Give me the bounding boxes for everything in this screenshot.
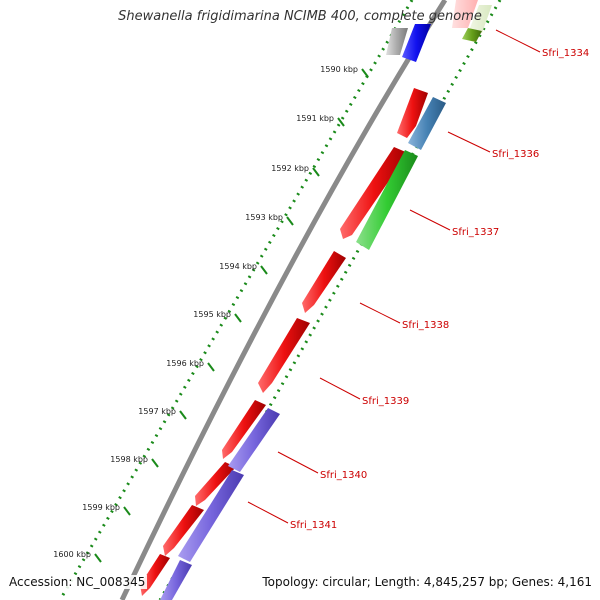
gene-feature-grey[interactable] (386, 28, 408, 55)
gene-feature-red-7[interactable] (163, 505, 204, 556)
scale-label: 1594 kbp (219, 262, 257, 271)
gene-label-leader (247, 501, 289, 524)
scale-label: 1600 kbp (53, 550, 91, 559)
inner-tick-track (158, 0, 502, 600)
gene-label-leader (359, 302, 401, 324)
scale-tick (179, 410, 187, 420)
scale-tick (361, 68, 369, 78)
gene-feature-purple-3[interactable] (160, 560, 192, 600)
scale-label: 1593 kbp (245, 213, 283, 222)
scale-labels: 1590 kbp 1591 kbp 1592 kbp 1593 kbp 1594 kbp… (53, 65, 369, 563)
gene-feature-red-5[interactable] (222, 400, 266, 459)
scale-tick (312, 167, 320, 177)
gene-feature-olive[interactable] (462, 28, 482, 42)
scale-tick (94, 553, 102, 563)
scale-label: 1591 kbp (296, 114, 334, 123)
gene-feature-navy[interactable] (402, 24, 431, 62)
gene-label[interactable]: Sfri_1338 (402, 320, 449, 331)
scale-tick (151, 458, 159, 468)
accession-text: Accession: NC_008345 (7, 575, 148, 589)
scale-tick (260, 265, 268, 275)
gene-feature-red-2[interactable] (340, 147, 408, 239)
scale-tick (286, 216, 294, 226)
genome-backbone (119, 0, 448, 600)
gene-feature-purple-2[interactable] (178, 470, 244, 562)
gene-feature-red-3[interactable] (302, 251, 346, 313)
gene-label-leader (409, 209, 451, 231)
gene-label[interactable]: Sfri_1336 (492, 149, 539, 160)
gene-label[interactable]: Sfri_1339 (362, 396, 409, 407)
scale-label: 1598 kbp (110, 455, 148, 464)
scale-tick (207, 362, 215, 372)
gene-label[interactable]: Sfri_1341 (290, 520, 337, 531)
gene-feature-faded-green[interactable] (468, 5, 492, 33)
gene-label-leader (495, 29, 541, 53)
scale-label: 1592 kbp (271, 164, 309, 173)
scale-label: 1599 kbp (82, 503, 120, 512)
gene-label[interactable]: Sfri_1337 (452, 227, 499, 238)
gene-label[interactable]: Sfri_1334 (542, 48, 589, 59)
gene-label-leader (277, 451, 319, 474)
scale-tick (123, 506, 131, 516)
gene-feature-green[interactable] (356, 150, 418, 250)
gene-feature-red-4[interactable] (258, 318, 310, 393)
gene-feature-blue[interactable] (408, 97, 446, 150)
scale-label: 1595 kbp (193, 310, 231, 319)
topology-text: Topology: circular; Length: 4,845,257 bp… (260, 575, 594, 589)
gene-feature-faded-red[interactable] (452, 0, 478, 28)
scale-tick (234, 313, 242, 323)
gene-feature-red-8[interactable] (140, 554, 170, 596)
scale-label: 1597 kbp (138, 407, 176, 416)
scale-tick (337, 117, 345, 127)
gene-label-leader (319, 377, 361, 400)
gene-label[interactable]: Sfri_1340 (320, 470, 367, 481)
gene-feature-red-6[interactable] (195, 462, 236, 506)
gene-feature-red-1[interactable] (397, 88, 428, 138)
gene-feature-purple-1[interactable] (228, 408, 280, 472)
scale-label: 1596 kbp (166, 359, 204, 368)
map-title: Shewanella frigidimarina NCIMB 400, comp… (118, 9, 482, 24)
scale-label: 1590 kbp (320, 65, 358, 74)
gene-label-leader (447, 131, 491, 153)
gene-labels: Sfri_1334 Sfri_1336 Sfri_1337 Sfri_1338 Sfri… (247, 29, 589, 531)
